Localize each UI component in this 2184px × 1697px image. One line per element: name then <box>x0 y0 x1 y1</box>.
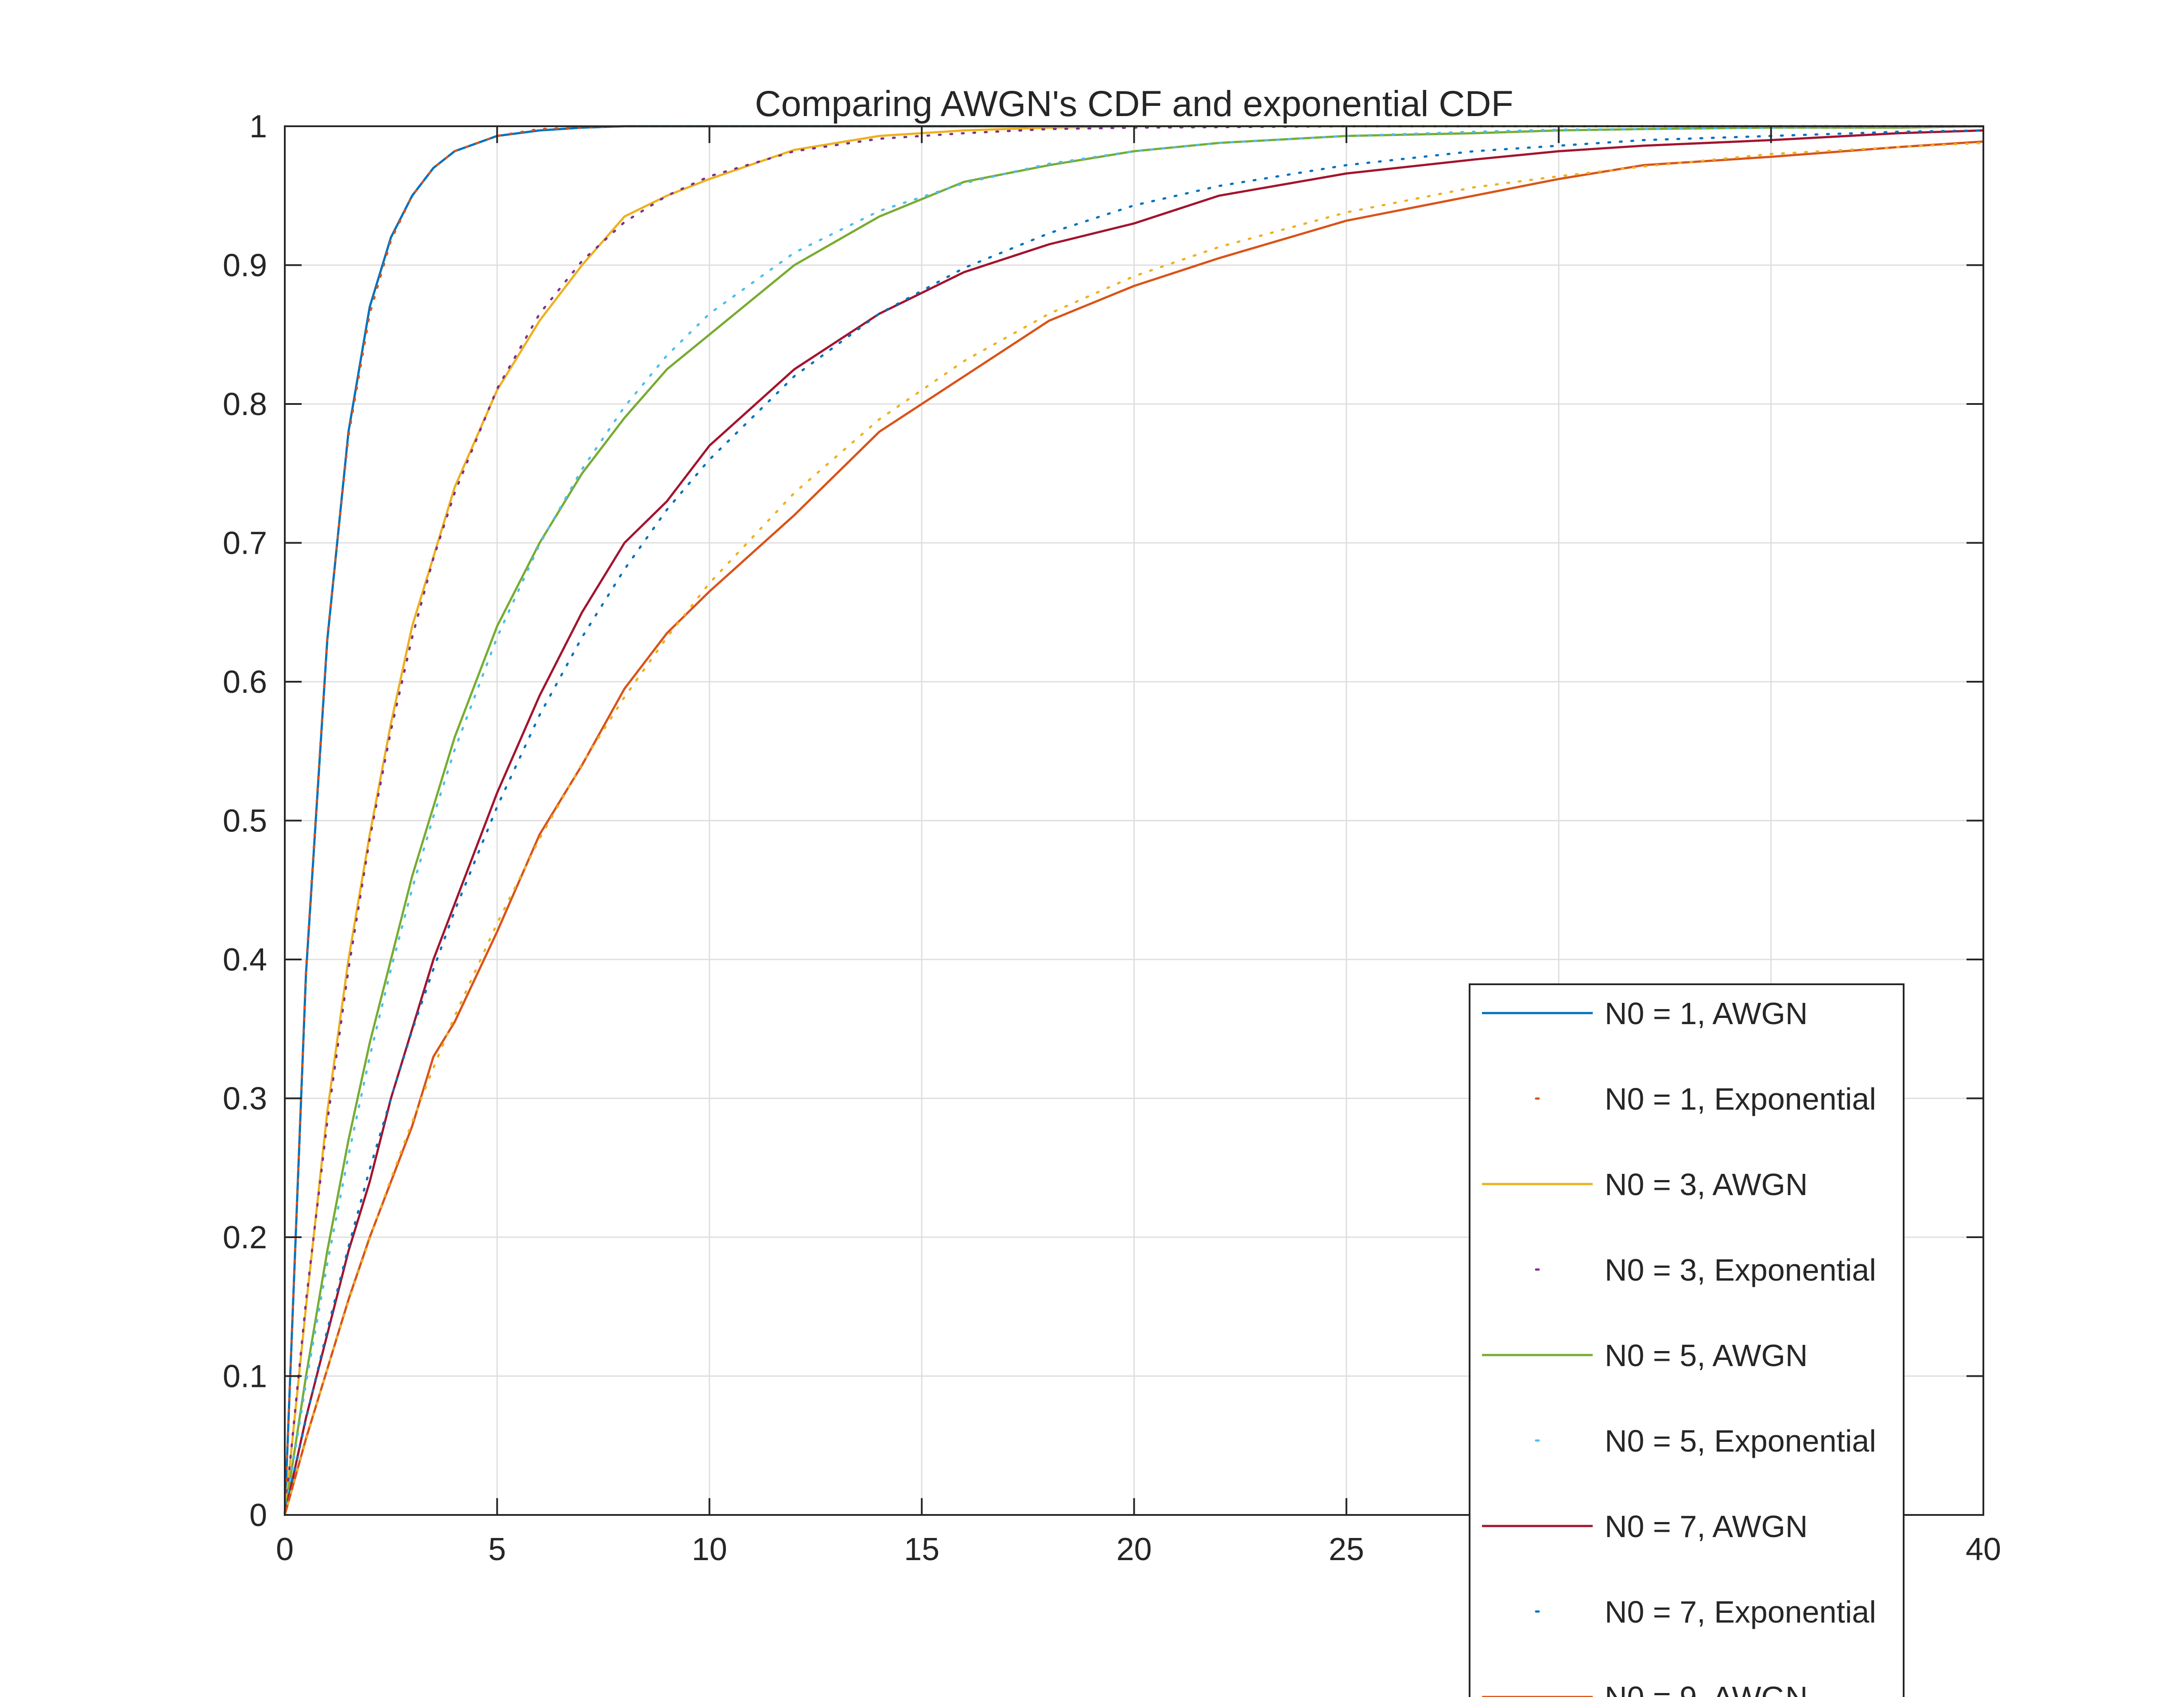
legend-label-1: N0 = 1, Exponential <box>1605 1082 1876 1116</box>
legend: N0 = 1, AWGN N0 = 1, Exponential N0 = 3, A… <box>1469 983 1905 1697</box>
series-line-1 <box>283 125 1985 1516</box>
legend-label-4: N0 = 5, AWGN <box>1605 1338 1808 1373</box>
y-tick-label: 0.5 <box>223 804 267 839</box>
legend-label-0: N0 = 1, AWGN <box>1605 996 1808 1031</box>
legend-label-6: N0 = 7, AWGN <box>1605 1509 1808 1544</box>
y-tick-label: 1 <box>249 109 267 144</box>
y-tick-label: 0.8 <box>223 387 267 422</box>
y-tick-label: 0.6 <box>223 664 267 700</box>
chart-title: Comparing AWGN's CDF and exponential CDF <box>755 84 1513 124</box>
x-tick-label: 10 <box>692 1532 727 1567</box>
y-tick-label: 0.9 <box>223 248 267 283</box>
series-line-4 <box>283 125 1984 1515</box>
legend-label-7: N0 = 7, Exponential <box>1605 1595 1876 1629</box>
legend-label-3: N0 = 3, Exponential <box>1605 1253 1876 1287</box>
legend-label-8: N0 = 9, AWGN <box>1605 1680 1808 1697</box>
y-tick-label: 0.2 <box>223 1220 267 1255</box>
y-tick-label: 0 <box>249 1498 267 1533</box>
x-tick-label: 20 <box>1116 1532 1152 1567</box>
y-tick-label: 0.3 <box>223 1081 267 1117</box>
x-tick-label: 5 <box>488 1532 506 1567</box>
legend-box <box>1469 983 1905 1697</box>
x-tick-label: 40 <box>1966 1532 2001 1567</box>
x-tick-label: 25 <box>1329 1532 1364 1567</box>
y-tick-label: 0.1 <box>223 1359 267 1394</box>
series-line-6 <box>283 129 1984 1515</box>
x-tick-label: 15 <box>904 1532 939 1567</box>
y-tick-label: 0.7 <box>223 526 267 561</box>
legend-label-5: N0 = 5, Exponential <box>1605 1424 1876 1458</box>
series-line-8 <box>283 140 1984 1515</box>
x-tick-label: 0 <box>276 1532 294 1567</box>
legend-label-2: N0 = 3, AWGN <box>1605 1167 1808 1202</box>
series-line-7 <box>283 129 1985 1516</box>
y-tick-label: 0.4 <box>223 942 267 978</box>
